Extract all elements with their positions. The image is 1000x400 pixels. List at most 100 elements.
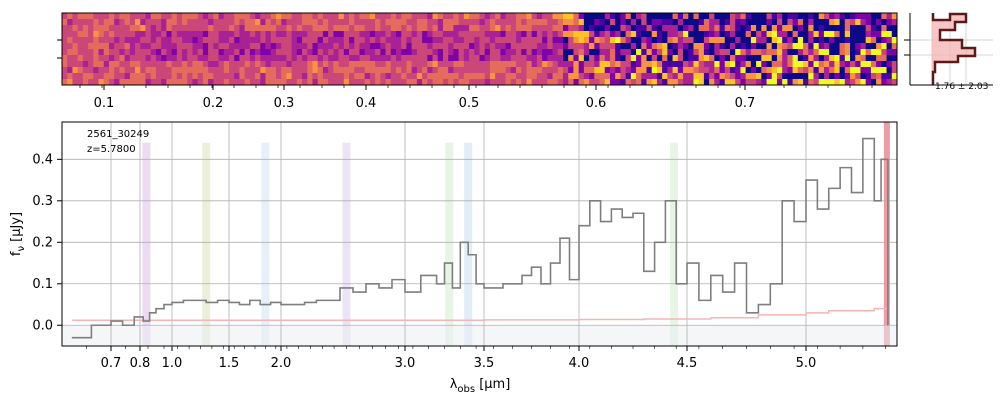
heatmap-cell: [693, 49, 699, 56]
heatmap-cell: [67, 19, 73, 26]
heatmap-cell: [322, 61, 329, 68]
emission-line-band: [670, 142, 679, 346]
heatmap-cell: [208, 19, 214, 26]
heatmap-cell: [693, 79, 699, 86]
heatmap-cell: [495, 55, 501, 62]
heatmap-cell: [411, 79, 418, 86]
heatmap-cell: [620, 49, 626, 56]
heatmap-cell: [891, 67, 898, 74]
heatmap-cell: [771, 31, 778, 38]
heatmap-cell: [416, 31, 423, 38]
heatmap-cell: [296, 25, 303, 32]
heatmap-cell: [615, 67, 621, 74]
heatmap-cell: [834, 31, 840, 38]
heatmap-cell: [286, 13, 292, 20]
heatmap-cell: [275, 49, 282, 56]
heatmap-cell: [698, 55, 705, 62]
heatmap-cell: [776, 37, 783, 44]
heatmap-cell: [823, 55, 830, 62]
heatmap-cell: [281, 43, 287, 50]
heatmap-cell: [531, 79, 538, 86]
heatmap-cell: [275, 79, 282, 86]
heatmap-cell: [630, 13, 637, 20]
heatmap-cell: [776, 73, 783, 80]
heatmap-cell: [552, 73, 559, 80]
heatmap-cell: [521, 31, 527, 38]
heatmap-cell: [516, 31, 522, 38]
heatmap-cell: [855, 55, 861, 62]
heatmap-cell: [609, 49, 616, 56]
heatmap-cell: [197, 25, 204, 32]
heatmap-cell: [688, 31, 694, 38]
heatmap-cell: [870, 19, 877, 26]
heatmap-cell: [656, 49, 663, 56]
heatmap-cell: [865, 43, 872, 50]
heatmap-cell: [813, 31, 820, 38]
heatmap-cell: [442, 19, 449, 26]
heatmap-cell: [437, 61, 444, 68]
heatmap-cell: [343, 37, 350, 44]
heatmap-cell: [536, 61, 543, 68]
heatmap-cell: [453, 13, 459, 20]
heatmap-cell: [662, 13, 668, 20]
heatmap-cell: [583, 31, 590, 38]
heatmap-cell: [636, 37, 642, 44]
heatmap-cell: [771, 55, 778, 62]
x-tick-label: 3.0: [395, 356, 416, 371]
heatmap-cell: [343, 61, 350, 68]
heatmap-cell: [495, 37, 501, 44]
heatmap-cell: [213, 25, 219, 32]
heatmap-cell: [740, 43, 746, 50]
heatmap-cell: [860, 25, 866, 32]
heatmap-cell: [155, 13, 162, 20]
heatmap-cell: [542, 49, 548, 56]
heatmap-cell: [589, 19, 595, 26]
heatmap-cell: [317, 55, 324, 62]
heatmap-cell: [369, 37, 376, 44]
heatmap-cell: [124, 37, 131, 44]
heatmap-cell: [265, 25, 272, 32]
heatmap-cell: [249, 79, 256, 86]
heatmap-cell: [479, 49, 486, 56]
heatmap-cell: [166, 31, 172, 38]
heatmap-cell: [589, 79, 595, 86]
y-tick-label: 0.2: [32, 235, 53, 250]
heatmap-cell: [67, 61, 73, 68]
heatmap-cell: [442, 31, 449, 38]
heatmap-cell: [803, 73, 809, 80]
heatmap-cell: [719, 31, 726, 38]
heatmap-cell: [510, 61, 517, 68]
heatmap-cell: [730, 31, 736, 38]
heatmap-cell: [359, 49, 365, 56]
heatmap-cell: [552, 67, 559, 74]
heatmap-cell: [693, 67, 699, 74]
heatmap-cell: [719, 55, 726, 62]
heatmap-cell: [724, 25, 731, 32]
heatmap-cell: [667, 61, 673, 68]
heatmap-cell: [333, 67, 339, 74]
heatmap-cell: [192, 79, 198, 86]
heatmap-cell: [161, 31, 167, 38]
heatmap-cell: [484, 73, 491, 80]
heatmap-cell: [651, 61, 658, 68]
heatmap-cell: [72, 19, 78, 26]
heatmap-cell: [108, 67, 115, 74]
heatmap-cell: [620, 25, 626, 32]
heatmap-cell: [155, 31, 162, 38]
heatmap-cell: [834, 79, 840, 86]
heatmap-cell: [108, 79, 115, 86]
heatmap-cell: [135, 31, 141, 38]
heatmap-cell: [98, 61, 105, 68]
heatmap-cell: [625, 73, 632, 80]
heatmap-cell: [218, 37, 225, 44]
heatmap-cell: [609, 61, 616, 68]
heatmap-cell: [458, 13, 465, 20]
heatmap-cell: [615, 37, 621, 44]
heatmap-cell: [182, 19, 188, 26]
heatmap-cell: [244, 67, 251, 74]
heatmap-cell: [573, 25, 579, 32]
heatmap-cell: [208, 61, 214, 68]
heatmap-cell: [646, 43, 653, 50]
heatmap-cell: [302, 67, 308, 74]
heatmap-cell: [709, 79, 715, 86]
